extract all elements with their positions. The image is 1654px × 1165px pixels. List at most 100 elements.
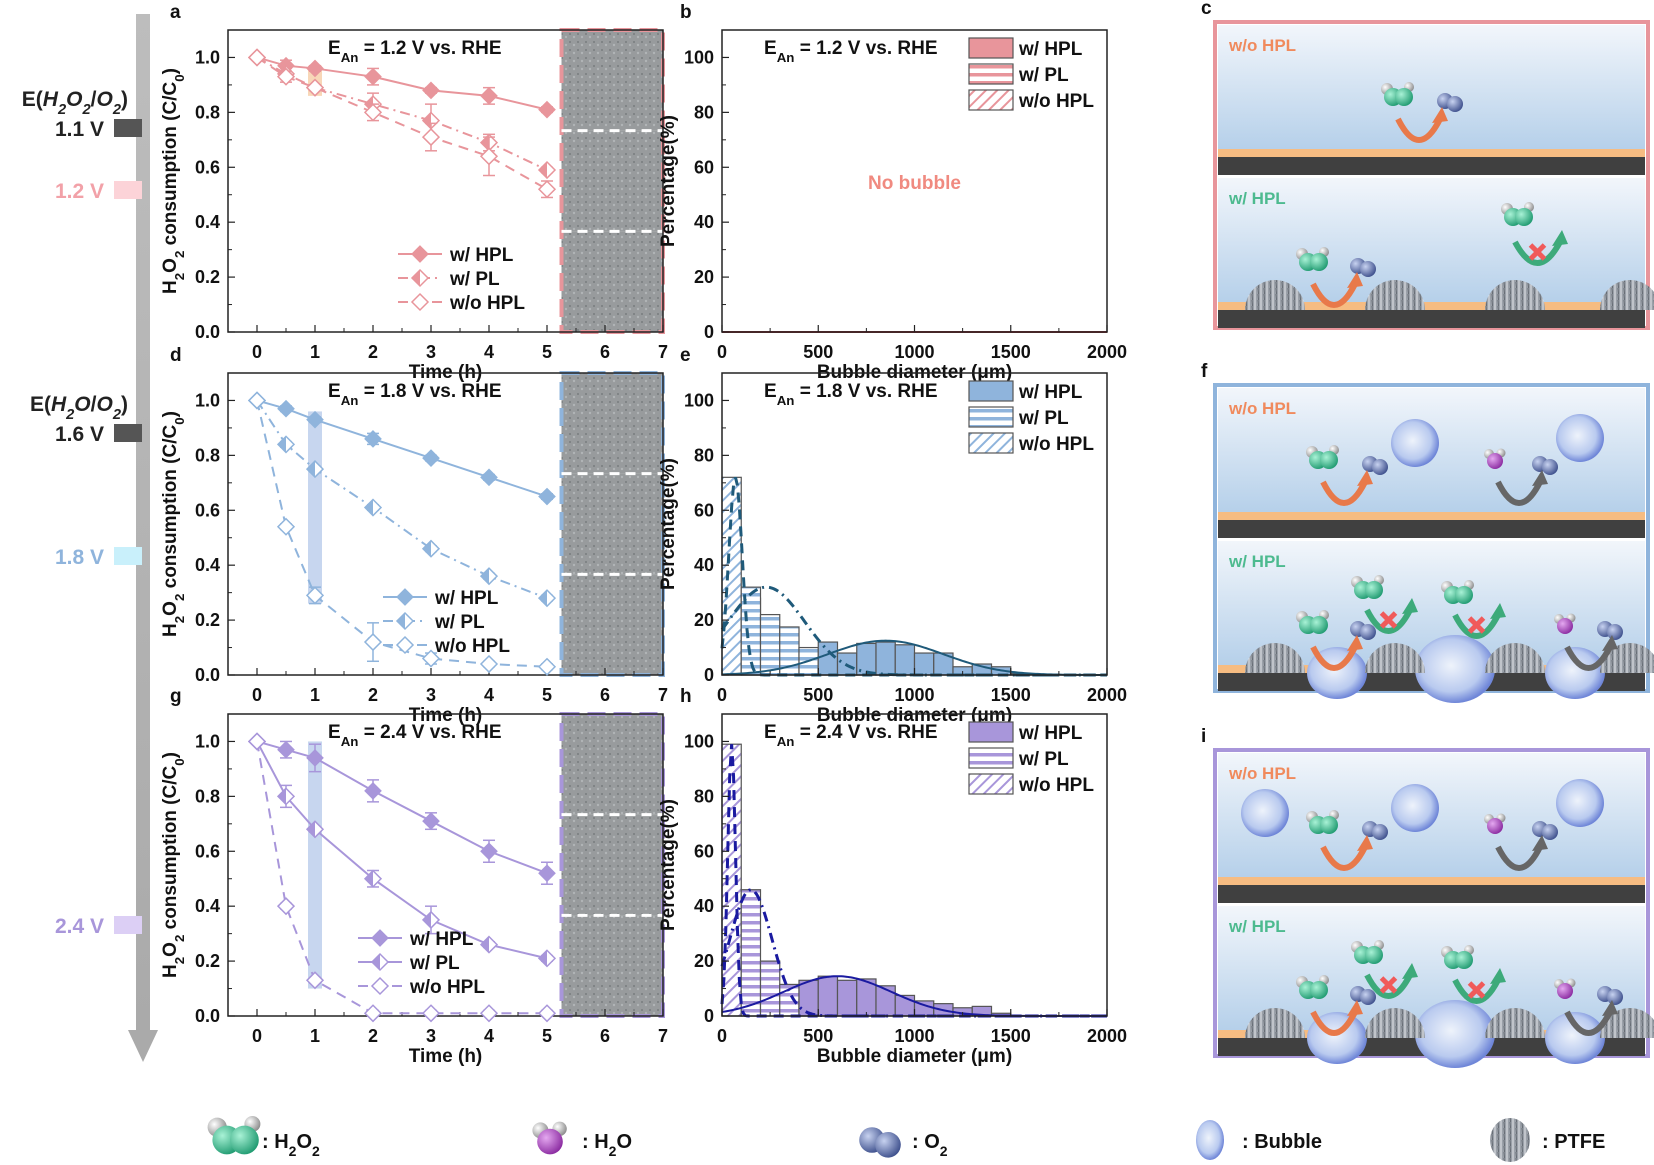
o2-molecule-icon bbox=[1597, 621, 1623, 640]
reaction-arrow bbox=[1452, 603, 1506, 639]
y-tick-label: 20 bbox=[694, 951, 714, 971]
blocked-cross-icon bbox=[1467, 616, 1486, 634]
scene-label: w/o HPL bbox=[1228, 764, 1296, 783]
marker-open-diamond bbox=[305, 78, 325, 97]
marker-filled-diamond bbox=[277, 399, 295, 418]
marker-open-diamond bbox=[410, 292, 430, 312]
x-tick-label: 6 bbox=[600, 342, 610, 362]
chart-title: EAn = 1.2 V vs. RHE bbox=[764, 38, 938, 65]
catalyst-layer bbox=[1218, 512, 1645, 520]
legend-label: w/o HPL bbox=[1018, 775, 1094, 796]
reaction-arrow bbox=[1364, 598, 1418, 634]
marker-filled-diamond bbox=[538, 864, 556, 883]
scene-label: w/o HPL bbox=[1228, 36, 1296, 55]
legend-item: w/o HPL bbox=[968, 773, 1094, 796]
x-tick-label: 4 bbox=[484, 1026, 494, 1046]
h2o-molecule-icon bbox=[1554, 613, 1576, 634]
potential-marker: 2.4 V bbox=[55, 915, 142, 938]
arrow-curve bbox=[1512, 240, 1563, 266]
schematic-panel-i: i w/o HPL w/ HPL bbox=[1201, 726, 1654, 1068]
scene-label: w/ HPL bbox=[1228, 552, 1286, 571]
legend-label: w/ HPL bbox=[1018, 723, 1083, 744]
o-atom bbox=[875, 1132, 901, 1158]
potential-marker-value: 1.1 V bbox=[55, 118, 104, 141]
y-tick-label: 0.0 bbox=[195, 665, 220, 685]
sample-photo bbox=[561, 714, 663, 815]
arrow-head bbox=[1602, 635, 1618, 651]
marker-filled-diamond bbox=[306, 59, 324, 78]
histogram-bar bbox=[759, 613, 781, 676]
x-tick-label: 5 bbox=[542, 1026, 552, 1046]
legend-item: w/ PL bbox=[383, 611, 485, 633]
x-tick-label: 0 bbox=[717, 685, 727, 705]
x-tick-label: 7 bbox=[658, 685, 668, 705]
legend-label: w/ HPL bbox=[409, 929, 474, 950]
blocked-cross-icon bbox=[1379, 976, 1398, 994]
o-atom bbox=[1447, 96, 1463, 112]
y-axis-label: Percentage(%) bbox=[658, 115, 679, 247]
arrow-curve bbox=[1564, 645, 1613, 671]
legend-item: w/ HPL bbox=[968, 721, 1083, 744]
o-atom bbox=[1360, 261, 1376, 277]
chart-title: EAn = 1.8 V vs. RHE bbox=[328, 381, 502, 408]
electrode bbox=[1218, 310, 1645, 328]
potential-marker-label: E(H2O/O2) bbox=[30, 393, 128, 423]
o2-molecule-icon bbox=[1350, 258, 1376, 277]
y-tick-label: 60 bbox=[694, 500, 714, 520]
y-tick-label: 0.0 bbox=[195, 1006, 220, 1026]
h2o2-molecule-icon bbox=[1501, 202, 1534, 226]
arrow-curve bbox=[1452, 978, 1501, 1004]
arrow-head bbox=[1602, 1000, 1618, 1016]
histogram-bar bbox=[836, 979, 858, 1017]
o-atom bbox=[1310, 616, 1328, 634]
y-axis-label: H2O2 consumption (C/C0) bbox=[160, 752, 187, 978]
marker-filled-diamond bbox=[422, 81, 440, 100]
x-tick-label: 5 bbox=[542, 342, 552, 362]
marker-filled-diamond bbox=[396, 588, 414, 606]
marker-filled-diamond bbox=[364, 67, 382, 86]
y-tick-label: 80 bbox=[694, 102, 714, 122]
o2-molecule-icon bbox=[1532, 456, 1558, 475]
schematic-panel-f: f w/o HPL w/ HPL bbox=[1201, 361, 1654, 703]
marker-filled-diamond bbox=[371, 929, 389, 947]
marker-filled-diamond bbox=[538, 487, 556, 506]
bubble-icon bbox=[1556, 414, 1604, 462]
y-tick-label: 0.4 bbox=[195, 212, 220, 232]
scene-label: w/o HPL bbox=[1228, 399, 1296, 418]
marker-filled-diamond bbox=[364, 782, 382, 800]
marker-open-diamond bbox=[247, 391, 267, 410]
marker-open-diamond bbox=[370, 976, 390, 996]
arrow-curve bbox=[1564, 1010, 1613, 1036]
y-axis-label: H2O2 consumption (C/C0) bbox=[160, 68, 187, 294]
x-tick-label: 6 bbox=[600, 1026, 610, 1046]
marker-filled-diamond bbox=[306, 410, 324, 429]
o2-molecule-icon bbox=[1532, 821, 1558, 840]
y-tick-label: 0.6 bbox=[195, 157, 220, 177]
o-atom bbox=[1310, 981, 1328, 999]
marker-half-fill bbox=[423, 911, 431, 928]
o-atom bbox=[1310, 253, 1328, 271]
x-tick-label: 7 bbox=[658, 1026, 668, 1046]
series-line bbox=[256, 56, 548, 111]
o2-molecule-icon bbox=[1350, 986, 1376, 1005]
no-bubble-annotation: No bubble bbox=[868, 173, 961, 194]
arrow-curve bbox=[1495, 845, 1543, 871]
marker-open-diamond bbox=[421, 1004, 441, 1023]
sample-photo bbox=[561, 915, 663, 1016]
scene-label: w/ HPL bbox=[1228, 189, 1286, 208]
marker-open-diamond bbox=[247, 48, 267, 67]
o-atom bbox=[1372, 459, 1388, 475]
bubble-icon bbox=[1415, 635, 1495, 703]
plot-frame bbox=[227, 713, 664, 1017]
histogram-bar bbox=[798, 979, 819, 1017]
without-hpl-scene: w/o HPL bbox=[1218, 388, 1645, 538]
legend-swatch bbox=[968, 380, 1014, 402]
sample-photo bbox=[561, 30, 663, 131]
y-tick-label: 0.4 bbox=[195, 896, 220, 916]
x-tick-label: 6 bbox=[600, 685, 610, 705]
marker-half-fill bbox=[539, 950, 547, 967]
sample-photo bbox=[561, 231, 663, 332]
potential-marker-swatch bbox=[114, 119, 142, 137]
